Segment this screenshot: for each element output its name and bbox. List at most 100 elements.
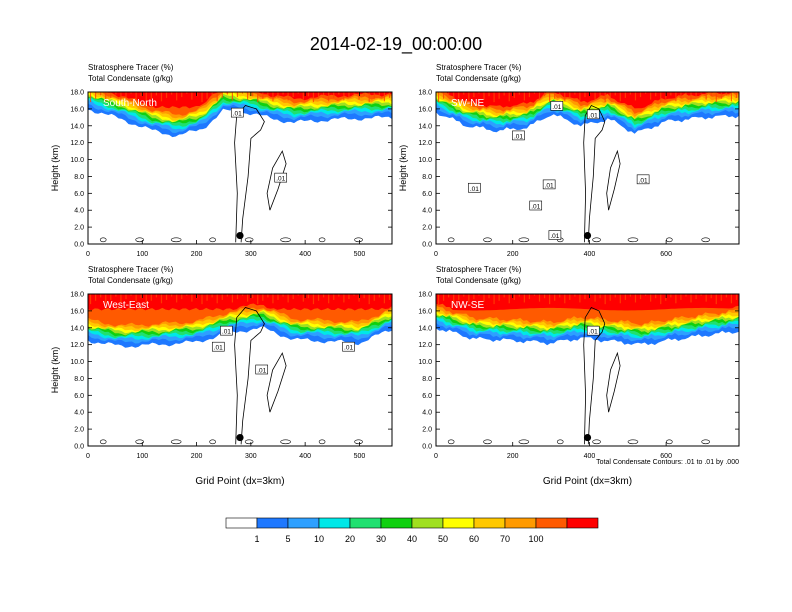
colorbar-swatch [318, 517, 351, 529]
condensate-contour [666, 439, 673, 445]
contour-label-box [586, 109, 600, 120]
tracer-band [436, 294, 739, 311]
contour-note: Total Condensate Contours: .01 to .01 by… [596, 459, 739, 466]
contour-label: .01 [257, 368, 266, 375]
panel-1: Stratosphere Tracer (%) Total Condensate … [398, 63, 740, 258]
y-tick-label: 14.0 [70, 325, 84, 332]
contour-label-box [542, 179, 556, 190]
colorbar-label: 30 [376, 534, 386, 544]
field-label-tracer: Stratosphere Tracer (%) [88, 63, 174, 72]
panel-label: NW-SE [451, 300, 484, 311]
y-tick-label: 18.0 [418, 90, 432, 97]
contour-label: .01 [589, 112, 598, 119]
condensate-contour [447, 237, 455, 243]
y-tick-label: 8.0 [422, 174, 432, 181]
contour-label-box [211, 341, 225, 352]
condensate-contour [518, 237, 530, 243]
plot-area: .01 .01 [88, 92, 392, 244]
y-tick-label: 12.0 [70, 140, 84, 147]
field-label-tracer: Stratosphere Tracer (%) [436, 63, 522, 72]
colorbar-swatch [256, 517, 289, 529]
contour-label-box [220, 325, 233, 336]
x-tick-label: 100 [136, 251, 148, 258]
condensate-contour [135, 237, 144, 243]
x-tick-label: 600 [660, 453, 672, 460]
colorbar-label: 60 [469, 534, 479, 544]
figure-title: 2014-02-19_00:00:00 [310, 34, 482, 55]
y-tick-label: 4.0 [74, 208, 84, 215]
colorbar-swatch [566, 517, 599, 529]
condensate-contour [99, 237, 107, 243]
y-tick-label: 6.0 [422, 393, 432, 400]
y-tick-label: 0.0 [422, 444, 432, 451]
contour-label: .01 [276, 176, 285, 183]
y-tick-label: 6.0 [422, 191, 432, 198]
colorbar-swatch [473, 517, 506, 529]
condensate-contour [234, 307, 265, 445]
condensate-contour [280, 439, 291, 445]
y-tick-label: 16.0 [418, 308, 432, 315]
y-axis-label: Height (km) [50, 145, 60, 192]
contour-label: .01 [589, 329, 598, 336]
x-axis-label: Grid Point (dx=3km) [195, 476, 284, 487]
condensate-contour [266, 150, 287, 211]
y-tick-label: 2.0 [74, 225, 84, 232]
condensate-contour [209, 439, 216, 445]
contour-label: .01 [470, 186, 479, 193]
colorbar-swatch [535, 517, 568, 529]
x-tick-label: 0 [434, 453, 438, 460]
y-tick-label: 12.0 [418, 342, 432, 349]
panel-2: Stratosphere Tracer (%) Total Condensate … [50, 265, 393, 487]
condensate-contour [606, 351, 621, 413]
y-tick-label: 2.0 [422, 225, 432, 232]
condensate-contour [701, 237, 710, 243]
colorbar-swatch [287, 517, 320, 529]
x-tick-label: 300 [245, 453, 257, 460]
panel-label: West-East [103, 300, 149, 311]
x-tick-label: 200 [191, 453, 203, 460]
contour-label-box [274, 172, 288, 183]
colorbar-swatch [411, 517, 444, 529]
x-axis-label: Grid Point (dx=3km) [543, 476, 632, 487]
contour-label: .01 [545, 182, 554, 189]
y-tick-label: 0.0 [422, 242, 432, 249]
plot-area: .01 .01 .01 .01 .01 .01 .01 .01 [436, 92, 739, 244]
contour-label-box [230, 107, 244, 118]
colorbar-label: 20 [345, 534, 355, 544]
condensate-contour [518, 439, 530, 445]
plot-frame [87, 293, 393, 447]
x-tick-label: 300 [245, 251, 257, 258]
y-tick-label: 18.0 [70, 90, 84, 97]
plot-frame [435, 91, 740, 245]
contour-label: .01 [552, 104, 561, 111]
field-label-condensate: Total Condensate (g/kg) [436, 276, 521, 285]
condensate-contour [170, 439, 182, 445]
y-tick-label: 16.0 [70, 106, 84, 113]
condensate-contour [701, 439, 710, 445]
colorbar-swatch [225, 517, 258, 529]
colorbar-swatch [380, 517, 413, 529]
contour-label: .01 [531, 204, 540, 211]
y-tick-label: 14.0 [418, 123, 432, 130]
y-tick-label: 8.0 [422, 376, 432, 383]
condensate-contour [483, 439, 492, 445]
condensate-contour [244, 439, 254, 445]
y-tick-label: 10.0 [70, 359, 84, 366]
colorbar-label: 50 [438, 534, 448, 544]
condensate-contour [354, 237, 363, 243]
field-label-tracer: Stratosphere Tracer (%) [88, 265, 174, 274]
tracer-band [88, 294, 392, 311]
colorbar-label: 5 [285, 534, 290, 544]
y-tick-label: 10.0 [418, 157, 432, 164]
condensate-contour [627, 237, 639, 243]
x-tick-label: 500 [354, 251, 366, 258]
condensate-contour [583, 104, 606, 243]
y-tick-label: 14.0 [70, 123, 84, 130]
y-tick-label: 4.0 [74, 410, 84, 417]
contour-label: .01 [514, 133, 523, 140]
contour-label-box [529, 200, 543, 211]
location-marker [583, 433, 592, 442]
y-tick-label: 4.0 [422, 410, 432, 417]
panel-label: South-North [103, 98, 157, 109]
